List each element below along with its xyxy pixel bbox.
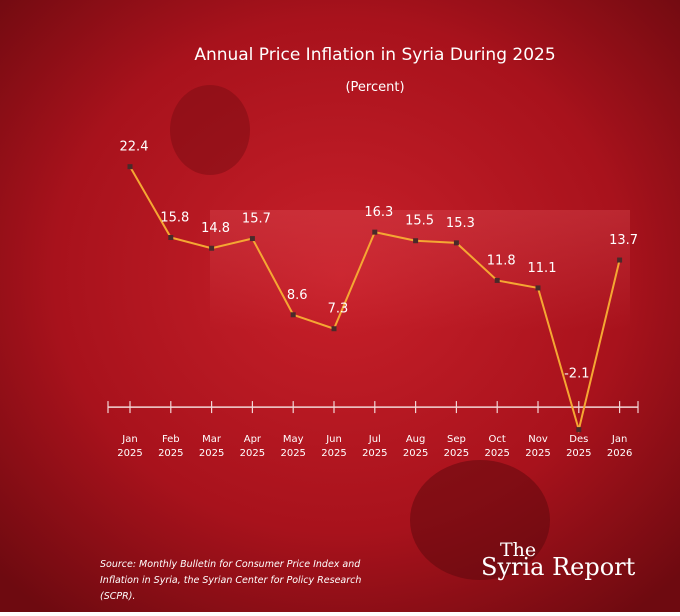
brand-the: The: [500, 539, 536, 561]
data-point: [372, 229, 378, 235]
data-point: [494, 277, 500, 283]
photo-shade: [210, 210, 630, 330]
data-point: [168, 235, 174, 241]
data-label: 7.3: [328, 302, 349, 317]
x-tick-label: Jul 2025: [362, 434, 387, 459]
chart-title: Annual Price Inflation in Syria During 2…: [194, 45, 555, 65]
x-tick-label: Jan 2025: [117, 434, 142, 459]
x-tick-label: May 2025: [280, 434, 305, 459]
x-tick-label: Jun 2025: [321, 434, 346, 459]
data-label: 15.8: [160, 211, 189, 226]
x-tick-label: Jan 2026: [607, 434, 632, 459]
x-tick-label: Des 2025: [566, 434, 591, 459]
data-point: [617, 257, 623, 263]
data-point: [127, 164, 133, 170]
photo-shade: [170, 85, 250, 175]
x-tick-label: Mar 2025: [199, 434, 224, 459]
data-label: 14.8: [201, 221, 230, 236]
data-point: [290, 312, 296, 318]
brand-name: Syria Report: [481, 553, 636, 581]
x-tick-label: Nov 2025: [525, 434, 550, 459]
data-point: [331, 326, 337, 332]
data-point: [209, 245, 215, 251]
x-tick-label: Aug 2025: [403, 434, 428, 459]
data-label: 22.4: [120, 140, 149, 155]
source-note: Source: Monthly Bulletin for Consumer Pr…: [100, 559, 361, 602]
data-label: 15.5: [405, 214, 434, 229]
data-point: [535, 285, 541, 291]
data-label: 11.8: [487, 253, 516, 268]
data-label: 11.1: [528, 261, 557, 276]
data-label: 15.3: [446, 216, 475, 231]
x-tick-label: Oct 2025: [484, 434, 509, 459]
data-point: [249, 236, 255, 242]
x-tick-label: Feb 2025: [158, 434, 183, 459]
data-label: 8.6: [287, 288, 308, 303]
data-label: 13.7: [609, 233, 638, 248]
data-point: [453, 240, 459, 246]
x-tick-label: Sep 2025: [444, 434, 469, 459]
x-tick-label: Apr 2025: [240, 434, 265, 459]
data-label: -2.1: [564, 367, 589, 382]
chart-subtitle: (Percent): [345, 80, 404, 95]
data-label: 15.7: [242, 212, 271, 227]
data-point: [413, 238, 419, 244]
data-point: [576, 427, 582, 433]
data-label: 16.3: [364, 205, 393, 220]
photo-shade: [410, 460, 550, 580]
